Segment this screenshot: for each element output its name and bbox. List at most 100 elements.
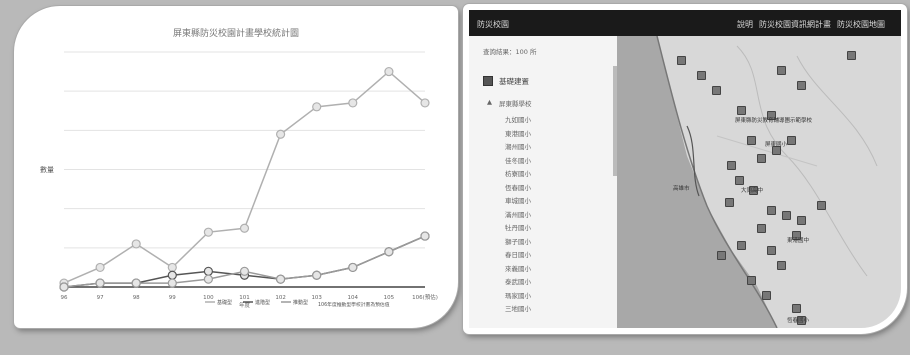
x-tick-label: 103	[311, 295, 322, 301]
data-point	[312, 102, 322, 112]
school-list-item[interactable]: 牡丹國小	[505, 224, 531, 232]
x-axis-label: 年度	[239, 301, 251, 309]
x-tick-label: 96	[61, 295, 68, 301]
data-point	[239, 223, 250, 233]
menu-map[interactable]: 防災校園地圖	[837, 20, 885, 29]
school-list-item[interactable]: 東港國小	[505, 129, 531, 138]
data-point	[276, 129, 286, 139]
layer-checkbox[interactable]	[483, 76, 493, 86]
school-list-item[interactable]: 佳冬國小	[505, 156, 531, 165]
line-chart: 數量 96 97 98 99 100 101 102 103 104 105 106(預估) 年度基礎型…	[40, 51, 438, 309]
collapse-caret-icon[interactable]: ▲	[487, 98, 492, 106]
x-tick-label: 98	[133, 295, 140, 301]
school-marker-icon[interactable]	[767, 111, 776, 120]
series-line	[63, 70, 426, 284]
menu-help[interactable]: 說明	[737, 20, 753, 29]
school-list-item[interactable]: 三地國小	[505, 305, 531, 313]
data-point	[348, 98, 358, 108]
data-point	[167, 278, 177, 288]
school-marker-icon[interactable]	[817, 201, 826, 210]
school-marker-icon[interactable]	[749, 186, 758, 195]
x-tick-label: 100	[203, 295, 214, 301]
school-marker-icon[interactable]	[737, 241, 746, 250]
school-marker-icon[interactable]	[677, 56, 686, 65]
school-marker-icon[interactable]	[797, 216, 806, 225]
school-marker-icon[interactable]	[767, 206, 776, 215]
data-point	[348, 262, 358, 273]
school-marker-icon[interactable]	[787, 136, 796, 145]
data-point	[203, 274, 213, 284]
school-marker-icon[interactable]	[757, 154, 766, 163]
group-label: 屏東縣學校	[499, 100, 532, 108]
map-place-label: 屏東國小	[765, 142, 788, 148]
data-point	[59, 282, 69, 292]
school-list-item[interactable]: 瑪家國小	[505, 291, 531, 300]
school-marker-icon[interactable]	[737, 106, 746, 115]
chart-screenshot-panel: 屏東縣防災校園計畫學校統計圖 數量 96 97 98 99 100 101 102 103 104…	[14, 6, 458, 328]
map-place-label: 大同高中	[741, 188, 764, 194]
school-list-item[interactable]: 春日國小	[505, 251, 531, 259]
data-point	[276, 274, 286, 284]
school-marker-icon[interactable]	[757, 224, 766, 233]
school-list-item[interactable]: 泰武國小	[505, 278, 531, 286]
school-marker-icon[interactable]	[792, 304, 801, 313]
school-marker-icon[interactable]	[782, 211, 791, 220]
school-marker-icon[interactable]	[747, 276, 756, 285]
data-point	[384, 247, 394, 257]
school-marker-icon[interactable]	[747, 136, 756, 145]
y-axis-label: 數量	[40, 165, 54, 174]
data-point	[203, 227, 213, 237]
map-view[interactable]: 高雄市 屏東縣防災教育輔導團示範學校 屏東國小 大同高中 東港國中 恆春國小	[617, 36, 901, 328]
school-list-item[interactable]: 九如國小	[505, 116, 531, 124]
map-place-label: 屏東縣防災教育輔導團示範學校	[735, 118, 813, 124]
legend-label: 進階型	[255, 299, 270, 306]
school-marker-icon[interactable]	[772, 146, 781, 155]
top-navigation-bar: 防災校園 說明 防災校園資訊網計畫 防災校園地圖	[469, 10, 901, 36]
school-marker-icon[interactable]	[767, 246, 776, 255]
school-marker-icon[interactable]	[797, 81, 806, 90]
map-screenshot-panel: 防災校園 說明 防災校園資訊網計畫 防災校園地圖 查詢結果：100 所 基礎建置…	[463, 4, 907, 334]
school-marker-icon[interactable]	[725, 198, 734, 207]
school-marker-icon[interactable]	[717, 251, 726, 260]
x-tick-label: 102	[275, 295, 286, 301]
x-tick-label: 99	[169, 295, 176, 301]
x-tick-label: 106(預估)	[412, 293, 438, 301]
x-tick-label: 101	[239, 295, 250, 301]
data-point	[131, 278, 141, 288]
school-marker-icon[interactable]	[762, 291, 771, 300]
school-list-item[interactable]: 恆春國小	[505, 183, 531, 192]
chart-footnote: 106年度推動型學校計畫為預估值	[318, 301, 390, 308]
school-marker-icon[interactable]	[777, 66, 786, 75]
school-marker-icon[interactable]	[735, 176, 744, 185]
school-list-item[interactable]: 獅子國小	[505, 237, 531, 246]
map-place-label: 恆春國小	[787, 318, 810, 324]
x-tick-label: 97	[97, 295, 104, 301]
x-tick-label: 105	[384, 295, 395, 301]
city-label: 高雄市	[673, 186, 690, 192]
map-terrain	[617, 36, 878, 328]
data-point	[203, 266, 213, 276]
chart-title: 屏東縣防災校園計畫學校統計圖	[172, 29, 299, 39]
sidebar-scrollbar[interactable]	[613, 66, 617, 176]
school-marker-icon[interactable]	[712, 86, 721, 95]
app-title: 防災校園	[477, 20, 509, 29]
school-marker-icon[interactable]	[792, 231, 801, 240]
data-point	[384, 66, 394, 77]
data-point	[420, 98, 430, 108]
school-marker-icon[interactable]	[727, 161, 736, 170]
school-marker-icon[interactable]	[777, 261, 786, 270]
data-point	[312, 270, 322, 280]
school-marker-icon[interactable]	[797, 316, 806, 325]
data-point	[239, 266, 250, 276]
school-list-item[interactable]: 枋寮國小	[505, 170, 531, 178]
data-point	[167, 262, 177, 273]
school-list-item[interactable]: 潮州國小	[505, 143, 531, 151]
school-marker-icon[interactable]	[847, 51, 856, 60]
school-list-item[interactable]: 滿州國小	[505, 210, 531, 219]
layer-label: 基礎建置	[499, 77, 529, 86]
school-marker-icon[interactable]	[697, 71, 706, 80]
school-list-item[interactable]: 車城國小	[505, 197, 531, 205]
menu-project[interactable]: 防災校園資訊網計畫	[759, 20, 831, 29]
result-counter: 查詢結果：100 所	[483, 48, 537, 56]
school-list-item[interactable]: 來義國小	[505, 264, 531, 273]
